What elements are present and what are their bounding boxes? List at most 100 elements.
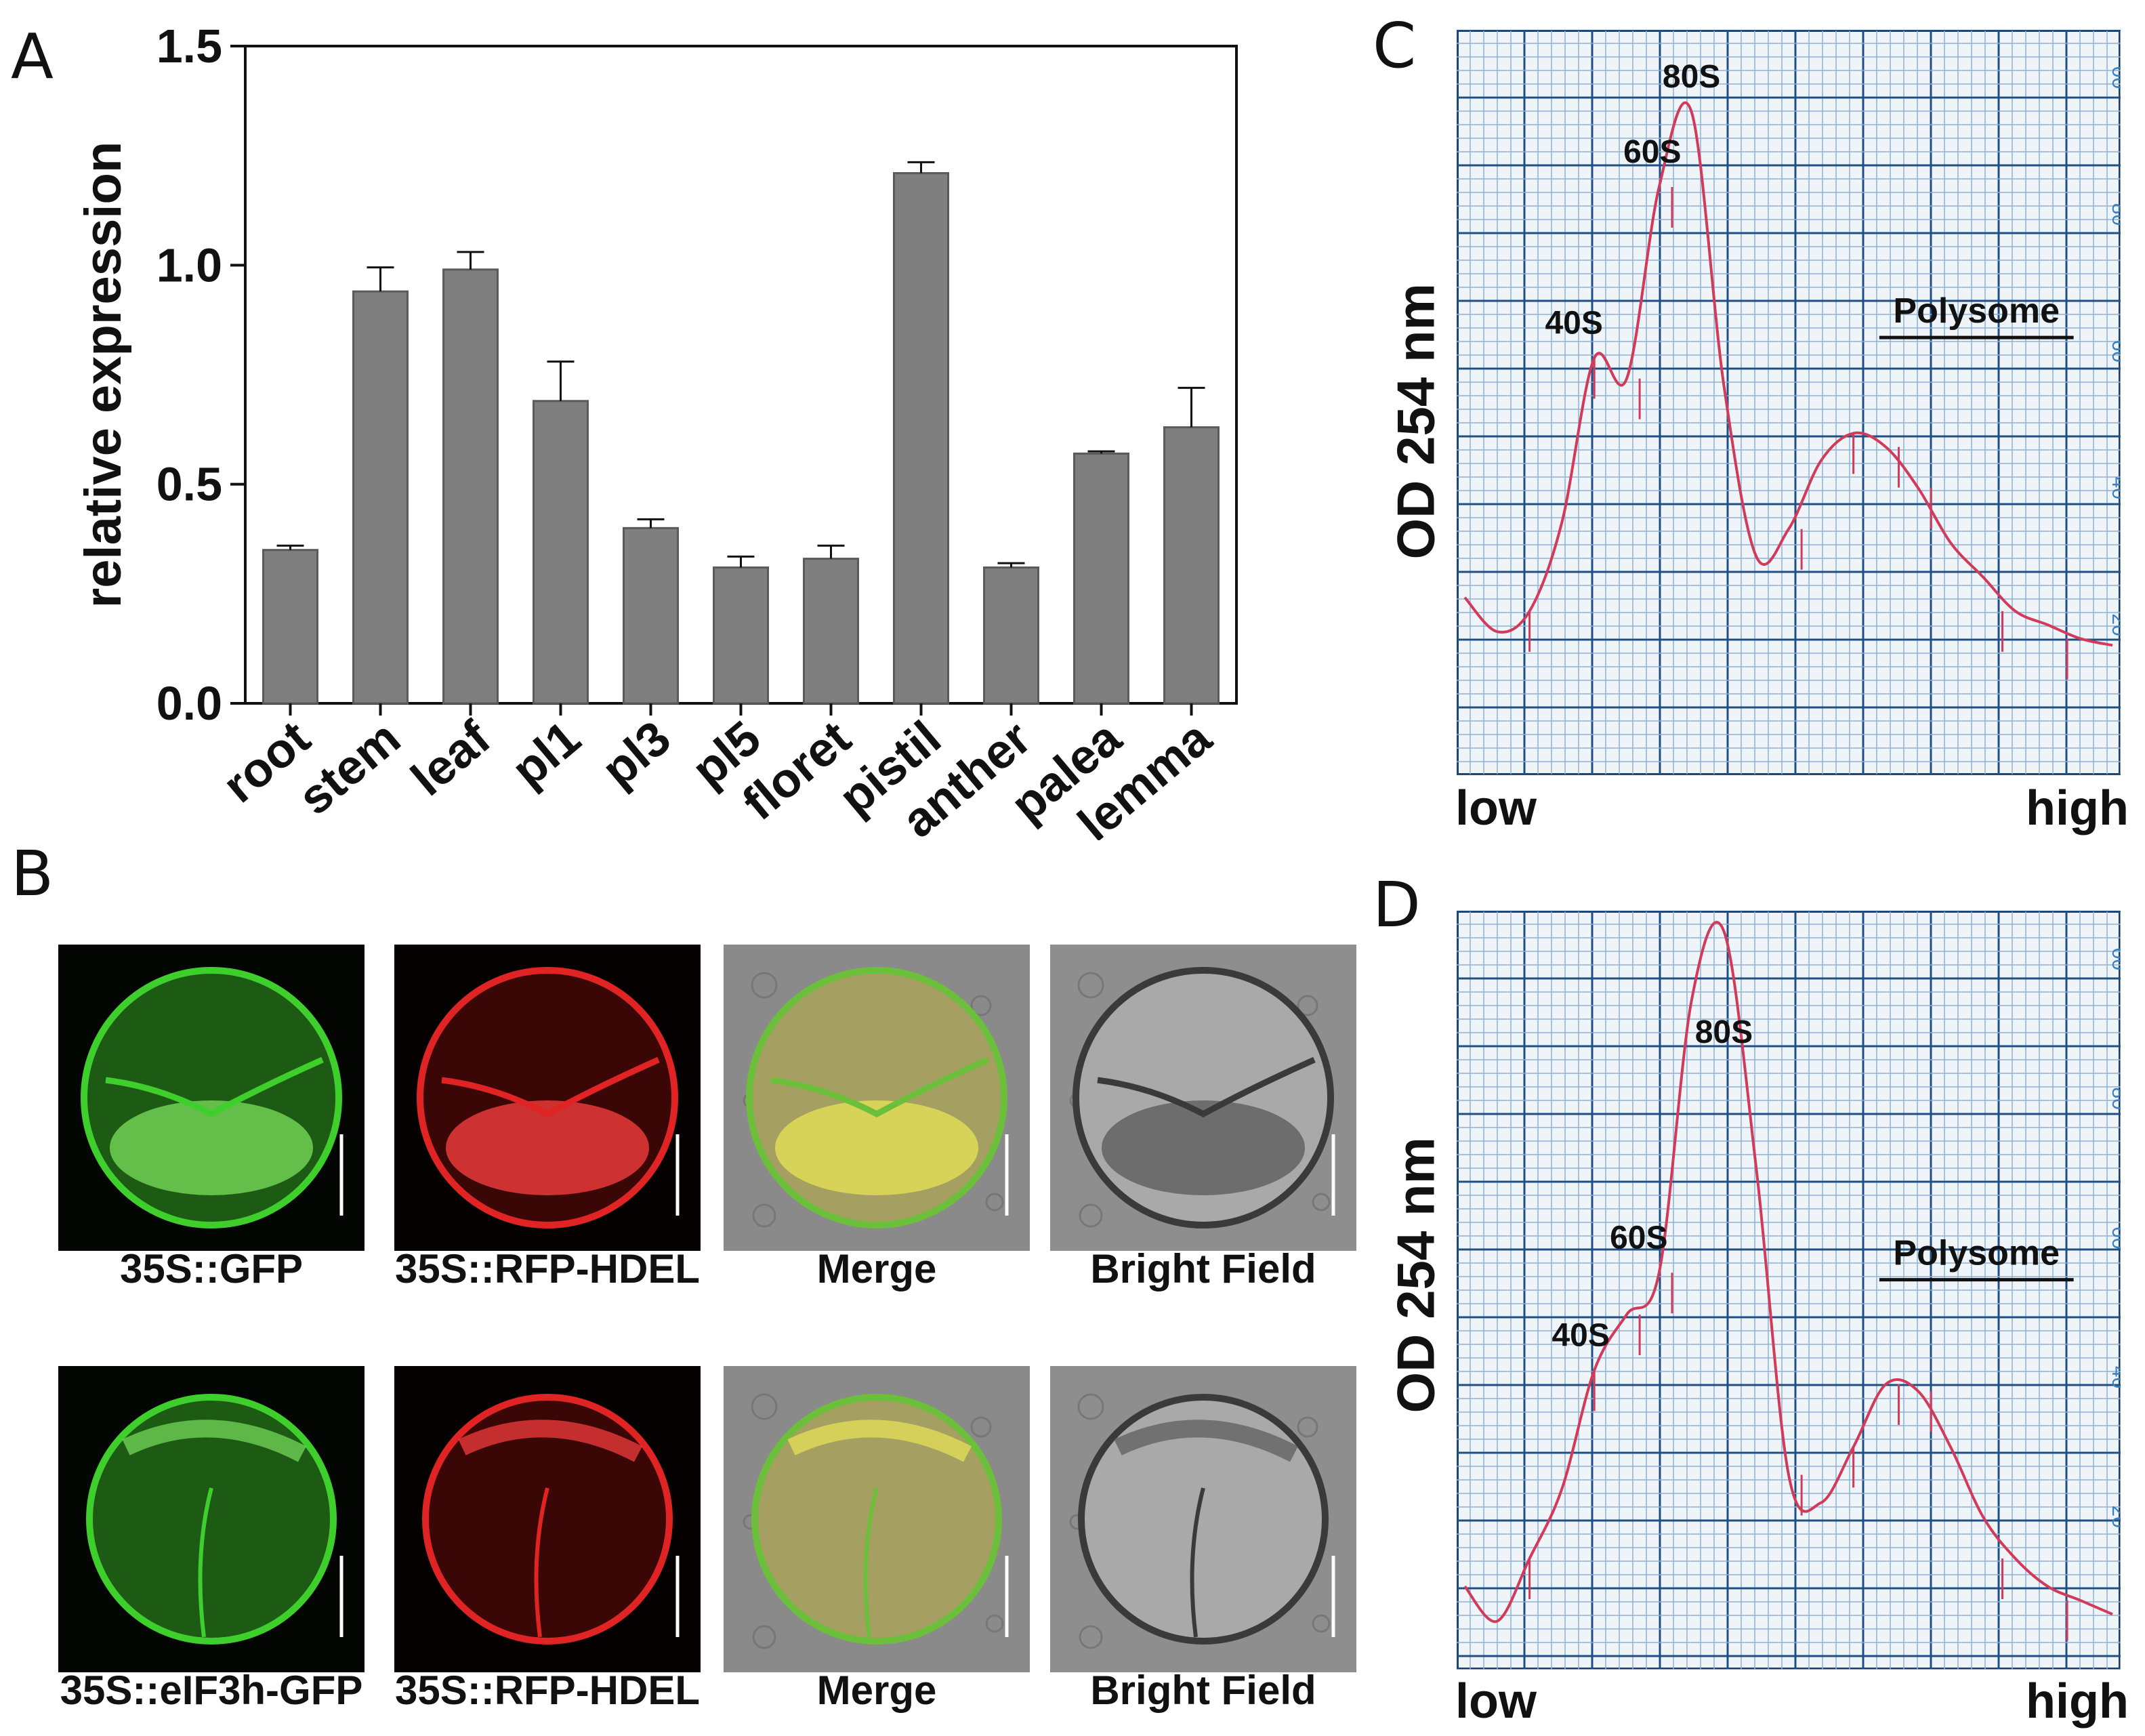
bar-leaf [442, 268, 499, 705]
micrograph-green [58, 945, 365, 1251]
x-tick-label: stem [289, 711, 411, 825]
polysome-profile-d: 20 40 60 80 00 40S 60S 80S Polysome [1457, 911, 2121, 1670]
micrograph-label: 35S::RFP-HDEL [394, 1246, 701, 1291]
er-network [770, 1056, 989, 1118]
micrograph-canvas [743, 967, 1009, 1228]
er-network [458, 1420, 643, 1462]
bar-lemma [1163, 426, 1220, 705]
bar-pl3 [623, 526, 679, 705]
polysome-label: Polysome [1893, 1234, 2060, 1273]
micrograph-red [394, 1366, 701, 1672]
trace-c-low-label: low [1455, 781, 1537, 835]
background-bubble [1077, 972, 1104, 999]
background-bubble [751, 1393, 778, 1420]
er-network [1097, 1056, 1316, 1118]
y-axis-label: relative expression [75, 142, 132, 608]
protoplast-cell [751, 1394, 1002, 1645]
bar-root [262, 549, 318, 705]
micrograph-canvas [81, 967, 343, 1228]
peak-label: 80S [1695, 1014, 1753, 1050]
er-network [105, 1056, 324, 1118]
background-bubble [752, 1203, 776, 1228]
micrograph-label: 35S::RFP-HDEL [394, 1668, 701, 1713]
scale-mark: 60 [2108, 1226, 2121, 1249]
trace-d-high-label: high [2026, 1674, 2129, 1729]
bar-floret [803, 558, 859, 705]
background-bubble [1312, 1193, 1331, 1212]
micrograph-canvas [1069, 1393, 1335, 1649]
x-tick-label: leaf [401, 710, 501, 806]
absorbance-trace [1463, 101, 2113, 647]
background-bubble [985, 1193, 1004, 1212]
y-tick-label: 0.5 [157, 458, 222, 511]
background-bubble [751, 972, 778, 999]
background-bubble [985, 1614, 1004, 1633]
bar-pl1 [533, 400, 589, 705]
trace-d-ylabel: OD 254 nm [1386, 1137, 1446, 1413]
bar-pl5 [713, 566, 769, 705]
micrograph-canvas [1069, 967, 1335, 1228]
background-bubble [1297, 1416, 1318, 1438]
chloroplast-cluster [110, 1100, 313, 1195]
background-bubble [970, 995, 992, 1016]
micrograph-label: Merge [816, 1246, 937, 1291]
peak-label: 80S [1663, 59, 1720, 95]
micrograph-label: Merge [816, 1668, 937, 1713]
scale-mark: 00 [2108, 66, 2121, 89]
panel-letter-c: C [1373, 9, 1417, 82]
peak-label: 40S [1545, 305, 1602, 341]
polysome-profile-c: 20 40 60 80 00 40S 60S 80S Polysome [1457, 30, 2121, 775]
panel-letter-b: B [11, 838, 54, 910]
polysome-label: Polysome [1893, 291, 2060, 331]
er-network [122, 1420, 307, 1462]
x-tick-label: floret [732, 711, 860, 831]
background-bubble [1297, 995, 1318, 1016]
x-tick-label: pl3 [592, 711, 681, 798]
micrograph-canvas [86, 1394, 343, 1645]
scale-mark: 40 [2108, 1366, 2121, 1388]
y-tick-label: 0.0 [157, 677, 222, 730]
background-bubble [970, 1416, 992, 1438]
bar-pistil [893, 172, 949, 705]
panel-letter-a: A [11, 20, 54, 93]
scale-mark: 40 [2108, 477, 2121, 499]
bar-stem [352, 290, 409, 705]
micrograph-label: Bright Field [1090, 1246, 1316, 1291]
peak-label: 60S [1623, 134, 1681, 170]
x-tick-label: pl1 [502, 711, 591, 798]
bar-palea [1073, 452, 1129, 705]
chart-paper [1457, 30, 2121, 775]
er-network [441, 1056, 660, 1118]
peak-label: 40S [1552, 1317, 1609, 1353]
bar-anther [983, 566, 1039, 705]
er-strand [1190, 1487, 1205, 1638]
scale-mark: 20 [2108, 1506, 2121, 1528]
chloroplast-cluster [775, 1100, 978, 1195]
trace-c-ylabel: OD 254 nm [1386, 283, 1446, 560]
er-strand [198, 1487, 213, 1638]
trace-d-low-label: low [1455, 1674, 1537, 1729]
micrograph-label: Bright Field [1090, 1668, 1316, 1713]
scale-mark: 00 [2108, 948, 2121, 970]
protoplast-cell [422, 1394, 673, 1645]
micrograph-merge [724, 1366, 1030, 1672]
background-bubble [1312, 1614, 1331, 1633]
er-network [787, 1420, 972, 1462]
micrograph-label: 35S::GFP [119, 1246, 304, 1291]
micrograph-red [394, 945, 701, 1251]
background-bubble [1079, 1203, 1103, 1228]
micrograph-canvas [422, 1394, 680, 1645]
chloroplast-cluster [446, 1100, 649, 1195]
protoplast-cell [1078, 1394, 1329, 1645]
panel-letter-d: D [1373, 869, 1421, 941]
background-bubble [1079, 1625, 1103, 1649]
micrograph-merge [724, 945, 1030, 1251]
micrograph-bright [1050, 1366, 1356, 1672]
scale-mark: 80 [2108, 203, 2121, 226]
scale-mark: 60 [2108, 340, 2121, 363]
protoplast-cell [86, 1394, 337, 1645]
er-network [1114, 1420, 1299, 1462]
micrograph-green [58, 1366, 365, 1672]
scale-mark: 80 [2108, 1087, 2121, 1109]
